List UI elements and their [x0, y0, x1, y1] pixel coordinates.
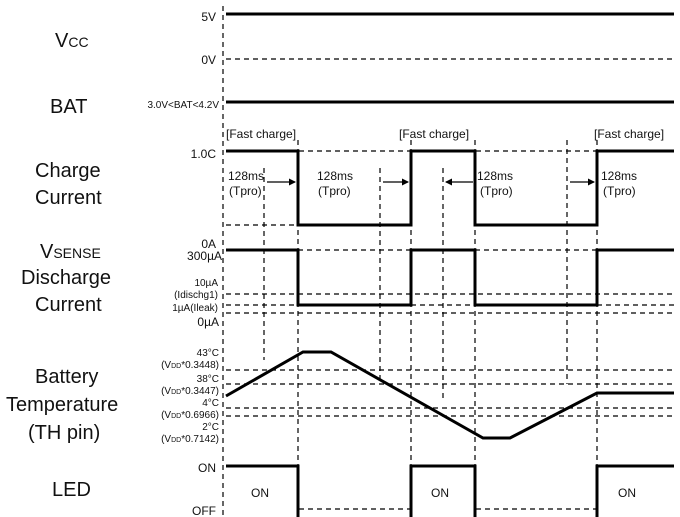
disch-300ua-level: 300µA — [187, 249, 222, 263]
discharge-current-label-1: Discharge — [21, 267, 111, 289]
temp-38-level: 38°C — [197, 374, 219, 385]
delay-2-time: 128ms — [317, 169, 353, 183]
horizontal-guides — [226, 58, 674, 510]
fast-charge-label-2: [Fast charge] — [399, 127, 469, 141]
charge-current-waveform — [226, 149, 674, 227]
disch-0ua-level: 0µA — [197, 315, 219, 329]
led-on-state-1: ON — [251, 486, 269, 500]
discharge-current-label-2: Current — [35, 294, 102, 316]
charge-current-label-2: Current — [35, 187, 102, 209]
led-on-state-2: ON — [431, 486, 449, 500]
disch-1ua-level: 1µA(Ileak) — [172, 303, 218, 314]
temperature-waveform — [225, 350, 674, 440]
discharge-current-waveform — [226, 248, 674, 307]
battery-temp-label-2: Temperature — [6, 394, 118, 416]
delay-3-time: 128ms — [477, 169, 513, 183]
disch-10ua-sub: (Idischg1) — [174, 290, 218, 301]
charge-1c-level: 1.0C — [191, 147, 217, 161]
led-off-level: OFF — [192, 504, 216, 517]
led-label: LED — [52, 479, 91, 501]
battery-temp-label-3: (TH pin) — [28, 422, 100, 444]
delay-1-name: (Tpro) — [229, 184, 262, 198]
vertical-guides — [222, 6, 598, 517]
charge-current-label-1: Charge — [35, 160, 101, 182]
delay-4-time: 128ms — [601, 169, 637, 183]
disch-10ua-level: 10µA — [194, 278, 218, 289]
vcc-high-level: 5V — [201, 10, 216, 24]
vcc-low-level: 0V — [201, 53, 216, 67]
bat-level: 3.0V<BAT<4.2V — [147, 100, 219, 111]
charge-0a-level: 0A — [201, 237, 216, 251]
delay-2-name: (Tpro) — [318, 184, 351, 198]
led-on-state-3: ON — [618, 486, 636, 500]
temp-38-sub: (VDD*0.3447) — [161, 386, 219, 397]
temp-4-level: 4°C — [202, 398, 219, 409]
temp-4-sub: (VDD*0.6966) — [161, 410, 219, 421]
delay-3-name: (Tpro) — [480, 184, 513, 198]
temp-43-level: 43°C — [197, 348, 219, 359]
fast-charge-label-3: [Fast charge] — [594, 127, 664, 141]
temp-2-sub: (VDD*0.7142) — [161, 434, 219, 445]
delay-1-time: 128ms — [228, 169, 264, 183]
delay-4-name: (Tpro) — [603, 184, 636, 198]
led-waveform — [226, 464, 674, 517]
vsense-label: VSENSE — [40, 241, 101, 263]
vcc-label: VCC — [55, 30, 89, 52]
temp-2-level: 2°C — [202, 422, 219, 433]
battery-temp-label-1: Battery — [35, 366, 98, 388]
led-on-level: ON — [198, 461, 216, 475]
fast-charge-label-1: [Fast charge] — [226, 127, 296, 141]
bat-label: BAT — [50, 96, 87, 118]
temp-43-sub: (VDD*0.3448) — [161, 360, 219, 371]
